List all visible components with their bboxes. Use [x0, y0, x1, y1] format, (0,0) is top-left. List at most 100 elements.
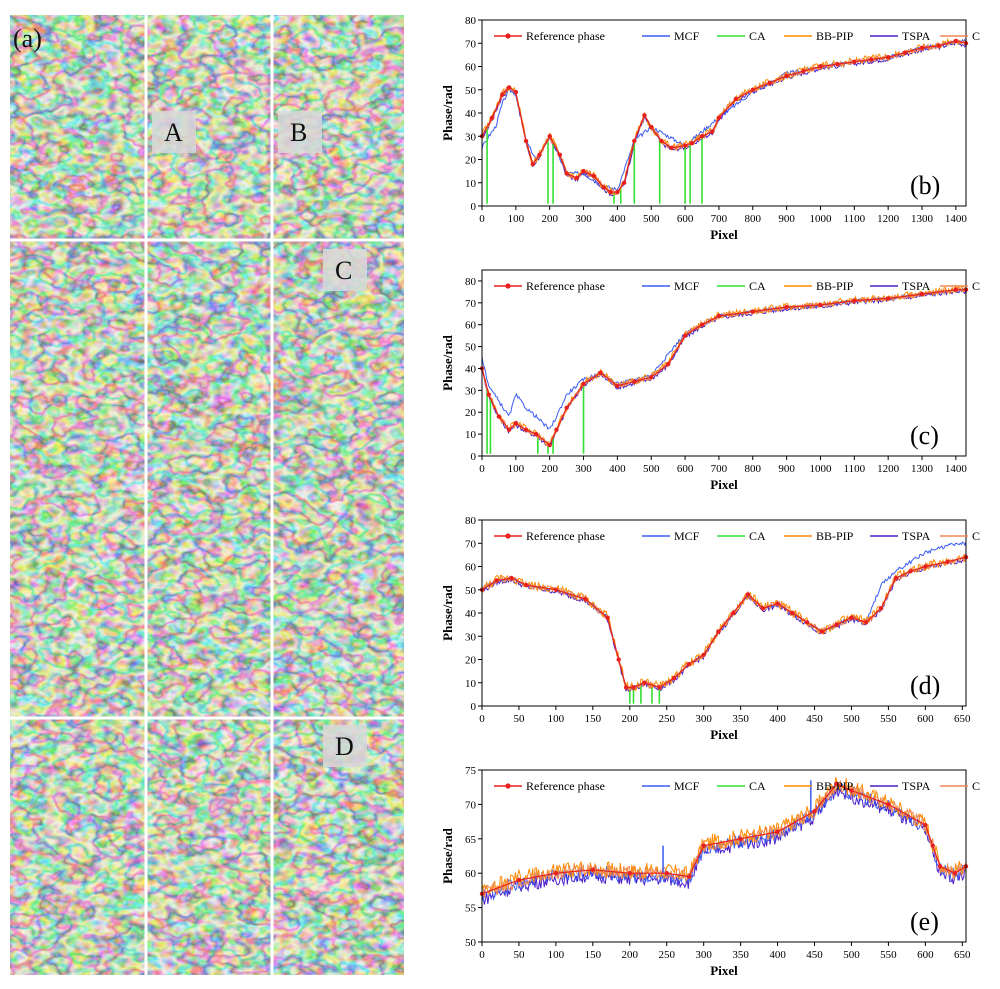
legend-label: TSPA [902, 29, 931, 43]
legend-label: MCF [674, 779, 700, 793]
reference-point [605, 615, 610, 620]
reference-point [669, 145, 674, 151]
y-axis-label: Phase/rad [440, 334, 455, 390]
legend-item: CA [717, 279, 766, 293]
reference-point [591, 173, 596, 178]
reference-point [885, 296, 891, 301]
reference-point [489, 115, 495, 120]
series-mcf [481, 38, 967, 192]
series-ca [481, 40, 967, 193]
reference-point [952, 871, 958, 876]
legend-item: Reference phase [494, 779, 605, 793]
legend-label: MCF [674, 529, 700, 543]
y-tick-label: 70 [465, 38, 477, 50]
x-tick-label: 500 [843, 949, 860, 961]
reference-point [775, 601, 780, 606]
x-tick-label: 100 [508, 463, 525, 475]
reference-point [878, 606, 884, 611]
legend-label: TSPA [902, 279, 931, 293]
series-bbpip [481, 776, 967, 895]
reference-point [937, 864, 943, 869]
reference-point [664, 871, 669, 876]
reference-point [902, 50, 908, 55]
x-tick-label: 800 [745, 213, 762, 225]
reference-point [608, 189, 613, 195]
legend-label: TSPA [902, 529, 931, 543]
panel-label: (d) [910, 671, 940, 700]
reference-point [819, 629, 825, 634]
reference-point [689, 141, 695, 146]
reference-point [908, 568, 913, 574]
reference-point [671, 675, 677, 681]
y-tick-label: 75 [465, 765, 477, 777]
y-tick-label: 50 [465, 937, 477, 949]
region-label-a: A [152, 111, 196, 153]
x-axis-label: Pixel [710, 227, 738, 242]
x-tick-label: 650 [954, 949, 971, 961]
y-tick-label: 80 [465, 276, 477, 288]
y-tick-label: 40 [465, 363, 477, 375]
legend-item: Reference phase [494, 29, 605, 43]
x-tick-label: 1300 [911, 463, 934, 475]
series-bbpip [481, 37, 967, 196]
y-tick-label: 30 [465, 385, 477, 397]
reference-point [835, 61, 840, 67]
reference-point [869, 57, 874, 62]
y-tick-label: 60 [465, 868, 477, 880]
reference-point [731, 610, 736, 616]
region-label-b: B [278, 111, 322, 153]
x-tick-label: 300 [695, 949, 712, 961]
reference-point [701, 652, 706, 658]
region-label-c: C [323, 249, 367, 291]
x-tick-label: 300 [695, 713, 712, 725]
reference-point [632, 379, 637, 384]
legend-label: BB-PIP [816, 779, 854, 793]
reference-point [767, 80, 772, 85]
x-tick-label: 900 [778, 463, 795, 475]
series-reference [481, 556, 967, 689]
legend-label: Reference phase [526, 529, 605, 543]
y-axis-label: Phase/rad [440, 584, 455, 640]
legend-label: CP-PIP [972, 29, 980, 43]
x-tick-label: 500 [843, 713, 860, 725]
reference-point [564, 171, 569, 176]
reference-point [919, 291, 925, 297]
reference-point [686, 661, 692, 667]
reference-point [745, 592, 751, 597]
legend-item: TSPA [870, 529, 931, 543]
legend-label: CA [749, 779, 766, 793]
reference-point [649, 375, 654, 380]
x-tick-label: 1100 [844, 463, 866, 475]
legend-label: BB-PIP [816, 529, 854, 543]
reference-point [659, 138, 664, 144]
reference-point [936, 43, 942, 48]
legend: Reference phase MCF CA BB-PIP TSPA CP-PIP [494, 29, 980, 43]
x-tick-label: 0 [479, 713, 485, 725]
x-tick-label: 600 [917, 713, 934, 725]
x-tick-label: 100 [548, 949, 565, 961]
x-tick-label: 100 [548, 713, 565, 725]
x-tick-label: 250 [658, 713, 675, 725]
legend-label: MCF [674, 279, 700, 293]
reference-point [709, 129, 715, 134]
reference-point [864, 620, 869, 625]
legend-marker [505, 783, 511, 789]
reference-point [494, 578, 499, 583]
reference-point [554, 427, 559, 432]
chart-e: 0 50 100 150 200 250 300 350 400 450 500 550 600 6505… [440, 765, 980, 978]
svg-text:D: D [335, 732, 354, 761]
plot-area [479, 776, 969, 905]
x-tick-label: 50 [513, 949, 525, 961]
chart-c: 0 100 200 300 400 500 600 700 800 900 1000 1100 1200… [440, 269, 980, 492]
plot-frame [481, 269, 967, 457]
y-tick-label: 0 [471, 701, 477, 713]
y-tick-label: 80 [465, 15, 477, 27]
reference-point [516, 877, 522, 883]
reference-point [930, 843, 935, 848]
reference-point [886, 802, 891, 807]
reference-point [701, 843, 706, 848]
y-tick-label: 40 [465, 108, 477, 120]
y-tick-label: 70 [465, 799, 477, 811]
reference-point [574, 175, 579, 181]
legend-label: BB-PIP [816, 279, 854, 293]
